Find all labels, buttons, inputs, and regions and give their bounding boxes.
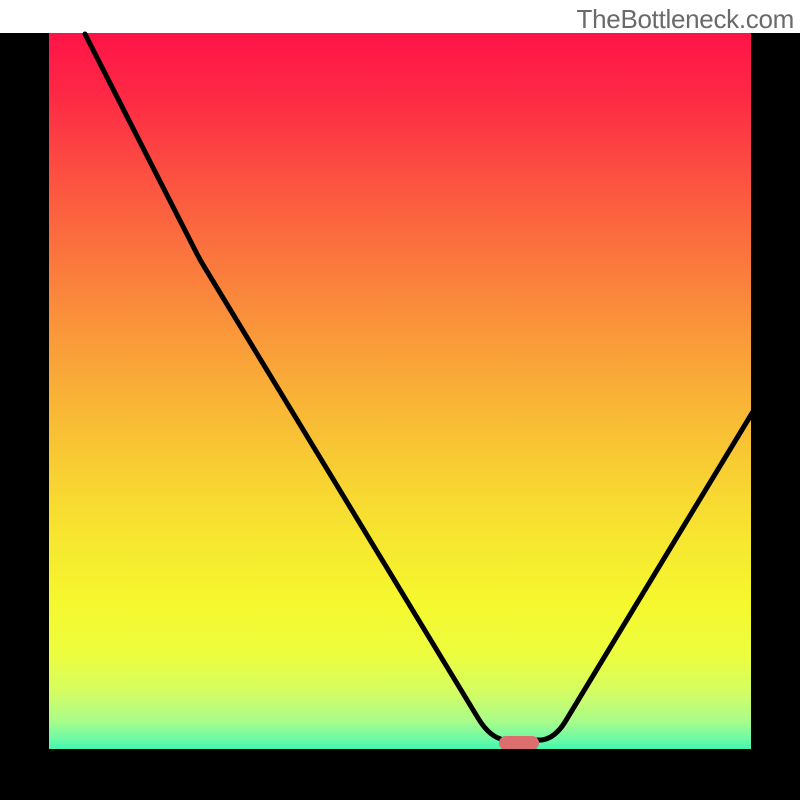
chart-container: TheBottleneck.com bbox=[0, 0, 800, 800]
optimal-marker bbox=[499, 736, 539, 750]
watermark-text: TheBottleneck.com bbox=[577, 4, 794, 35]
bottleneck-chart-svg bbox=[0, 0, 800, 800]
frame-left bbox=[0, 0, 49, 800]
frame-bottom bbox=[0, 749, 800, 800]
chart-gradient-area bbox=[49, 33, 751, 765]
frame-right bbox=[751, 0, 800, 800]
